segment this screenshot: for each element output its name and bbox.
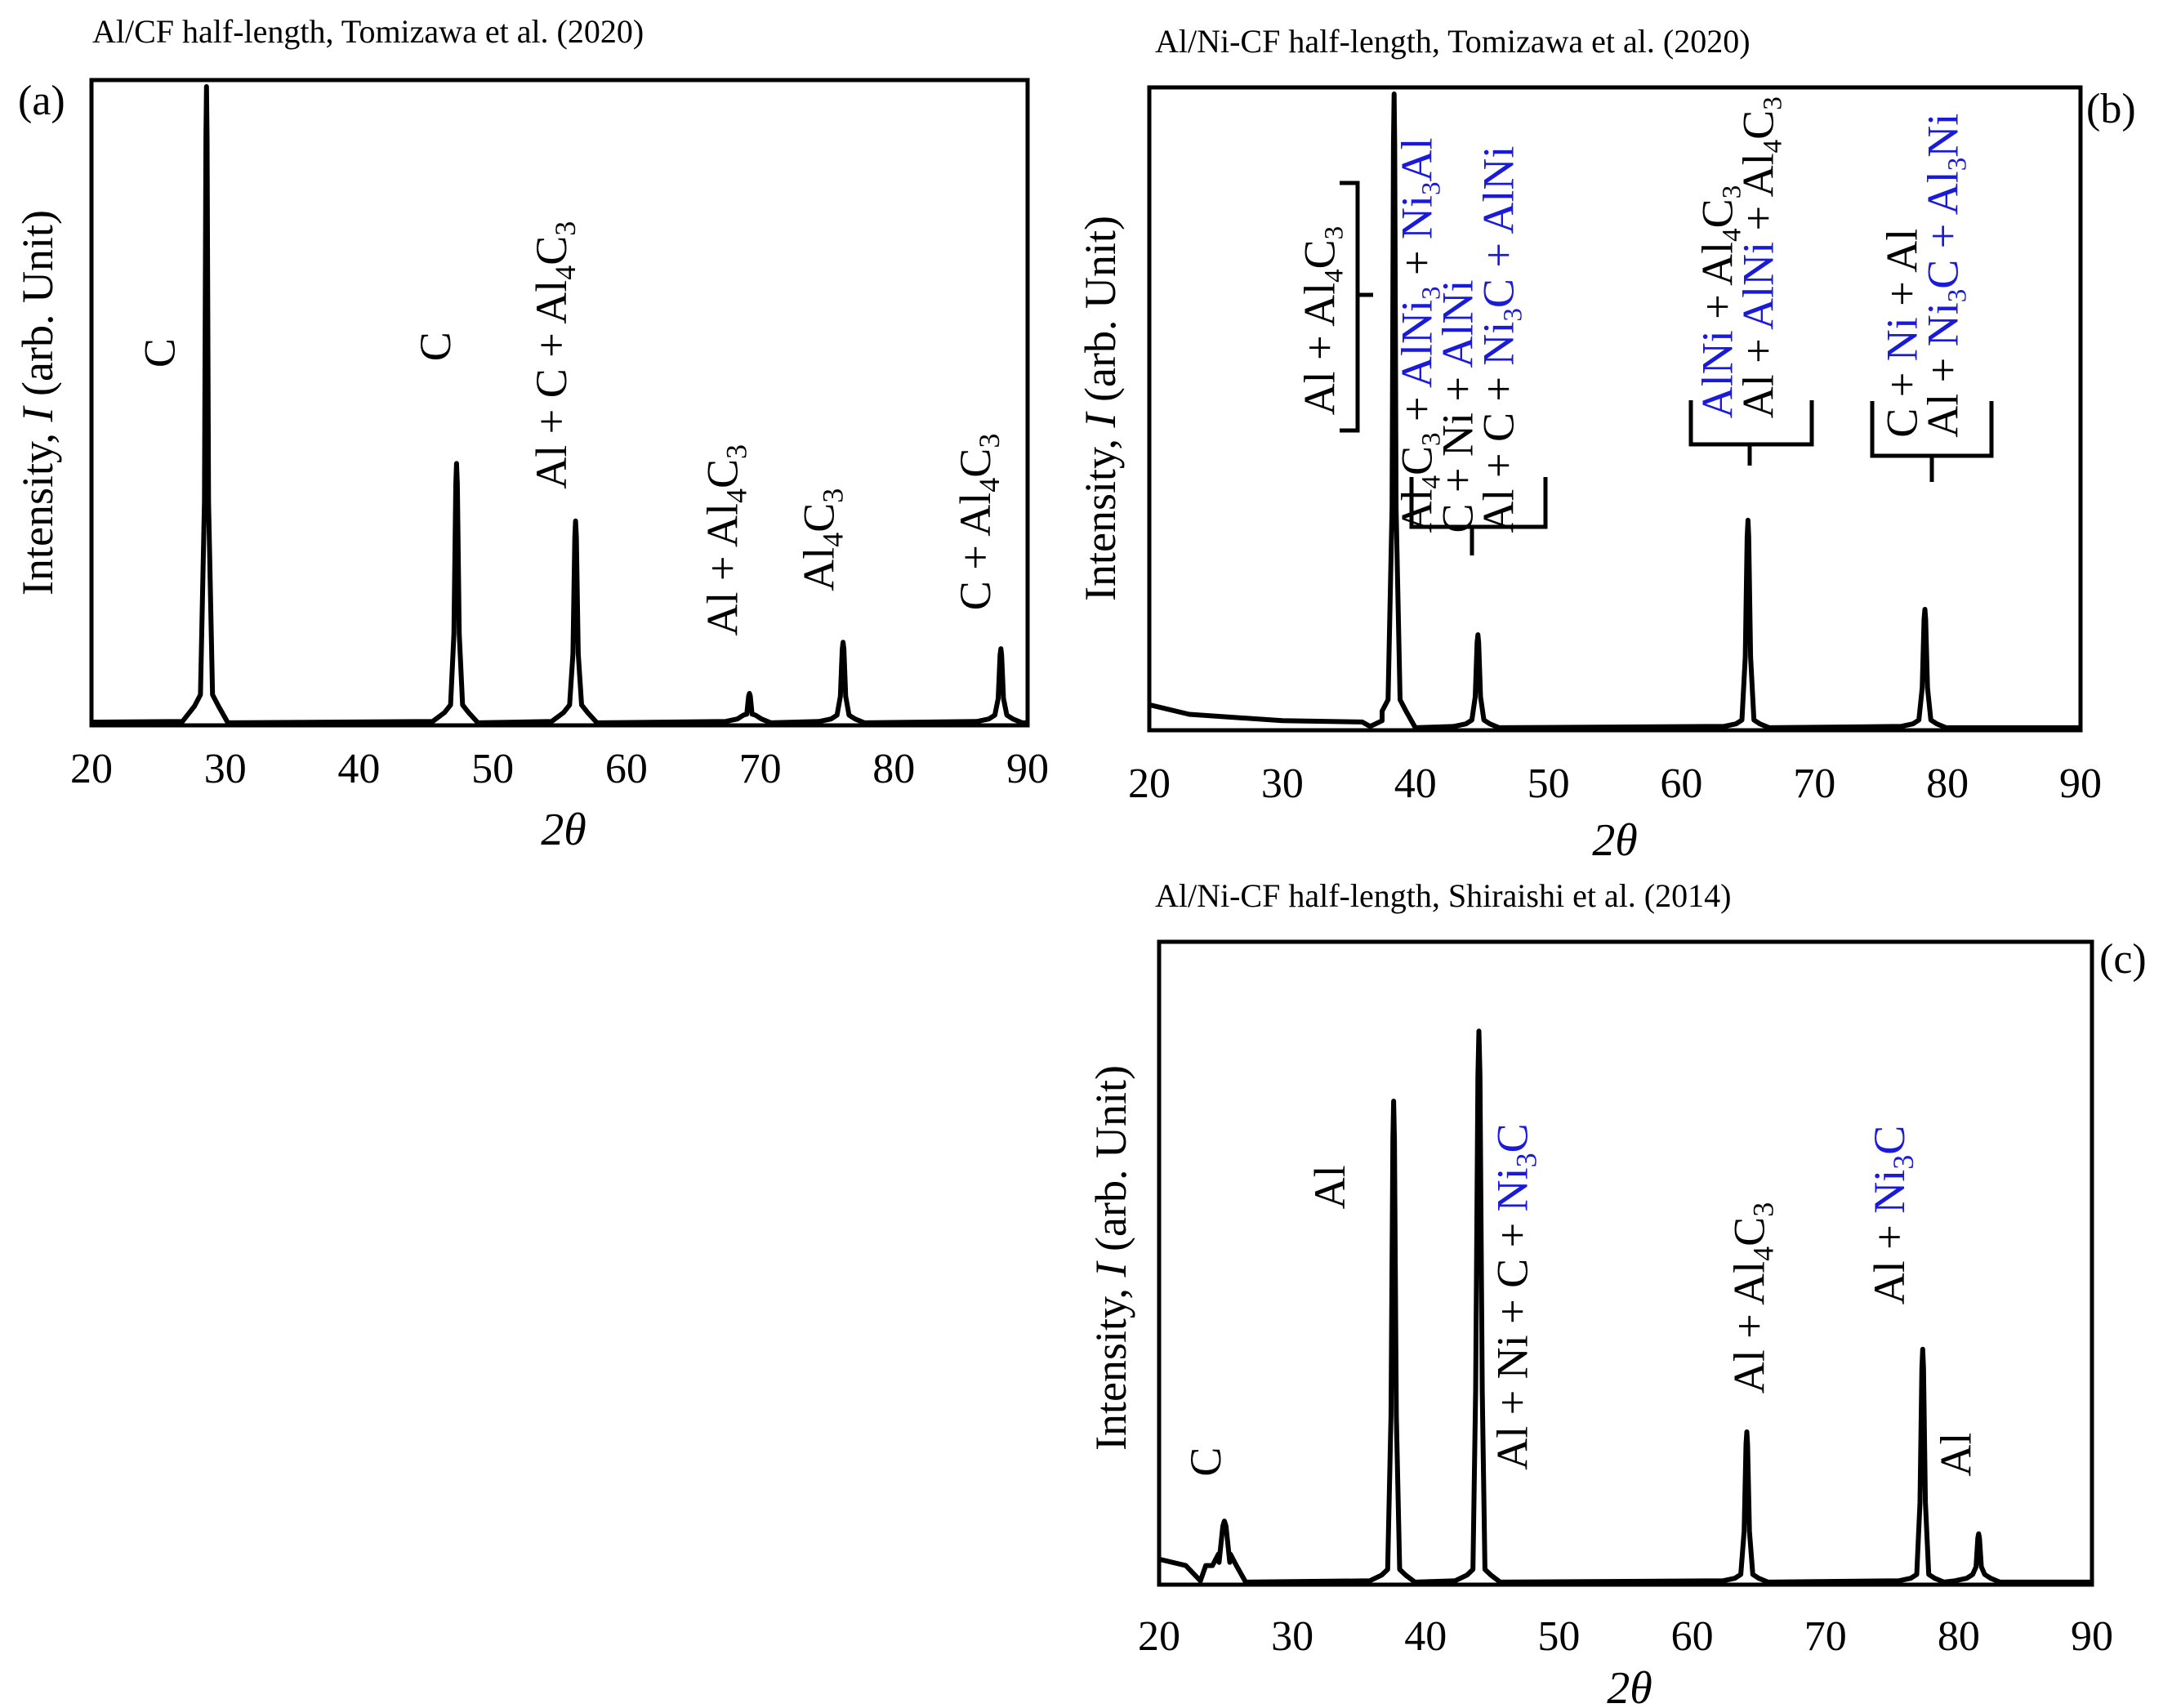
panel-c-plot-frame [1157, 939, 2094, 1587]
panel-b-bracket-al-al4c3 [1340, 181, 1373, 433]
panel-b-trace [1148, 91, 2080, 730]
panel-c-x-tick-label: 90 [2071, 1613, 2113, 1660]
panel-b-peak-label: Al + Ni3C + Al3Ni [1919, 114, 1973, 438]
panel-a: Al/CF half-length, Tomizawa et al. (2020… [13, 13, 1049, 855]
panel-c-x-tick-label: 40 [1404, 1613, 1447, 1660]
panel-b-y-axis-label: Intensity, I (arb. Unit) [1076, 216, 1125, 601]
panel-b-bracket-peak-65 [1688, 400, 1814, 466]
panel-c-peak-label: Al [1932, 1433, 1981, 1477]
panel-b-x-tick-label: 80 [1926, 760, 1969, 807]
panel-c-peak-label: Al + Al4C3 [1725, 1202, 1780, 1394]
panel-b-x-tick-label: 60 [1660, 760, 1702, 807]
panel-b-x-tick-label: 30 [1261, 760, 1304, 807]
panel-a-x-tick-label: 30 [204, 746, 247, 792]
panel-b-x-tick-label: 90 [2059, 760, 2102, 807]
panel-c-y-axis-label: Intensity, I (arb. Unit) [1086, 1065, 1135, 1451]
panel-a-trace [92, 84, 1027, 725]
panel-a-x-tick-label: 70 [739, 746, 782, 792]
panel-b-brackets [1340, 181, 1994, 555]
panel-c-peak-label: Al [1305, 1165, 1354, 1209]
panel-c: Al/Ni-CF half-length, Shiraishi et al. (… [1086, 877, 2147, 1708]
panel-b-x-tick-label: 20 [1128, 760, 1171, 807]
panel-c-x-tick-label: 30 [1271, 1613, 1313, 1660]
panel-c-peak-label: Al + Ni + C + Ni3C [1487, 1123, 1542, 1469]
panel-b-peak-label: C + Ni + Al [1878, 229, 1927, 438]
panel-a-x-axis-label: 2θ [541, 805, 586, 855]
panel-b-peak-label: Al + Al4C3 [1295, 226, 1349, 416]
panel-a-ticks: 20 30 40 50 60 70 80 90 [70, 746, 1049, 792]
panel-b-peak-label: Al + AlNi + Al4C3 [1733, 96, 1787, 418]
panel-b-peak-label: C + Ni + AlNi [1433, 280, 1482, 533]
panel-b-x-axis-label: 2θ [1592, 815, 1638, 866]
panel-a-y-axis-label: Intensity, I (arb. Unit) [13, 210, 62, 595]
panel-b-ticks: 20 30 40 50 60 70 80 90 [1128, 760, 2102, 807]
panel-c-x-tick-label: 80 [1938, 1613, 1980, 1660]
panel-a-trace-group [92, 84, 1027, 725]
panel-b-bracket-peak-44 [1409, 477, 1548, 555]
panel-b-title: Al/Ni-CF half-length, Tomizawa et al. (2… [1155, 23, 1751, 60]
panel-b-x-tick-label: 70 [1793, 760, 1835, 807]
panel-b-peak-label: Al + C + Ni3C + AlNi [1474, 146, 1528, 533]
panel-c-x-axis-label: 2θ [1607, 1663, 1652, 1708]
panel-b-x-tick-label: 40 [1394, 760, 1437, 807]
panel-a-peak-label: C [136, 338, 185, 368]
panel-c-peak-label: C [1181, 1447, 1230, 1477]
panel-b: Al/Ni-CF half-length, Tomizawa et al. (2… [1076, 23, 2136, 866]
panel-a-peak-labels: C C Al + C + Al4C3 Al + Al4C3 Al4C3 C + Al4C3 [136, 221, 1006, 636]
panel-c-letter: (c) [2099, 936, 2147, 983]
panel-b-peak-label: AlNi + Al4C3 [1693, 185, 1746, 419]
panel-a-peak-label: C [411, 332, 460, 361]
panel-a-x-tick-label: 60 [605, 746, 648, 792]
panel-b-bracket-peak-78 [1870, 401, 1994, 482]
panel-c-x-tick-label: 20 [1138, 1613, 1180, 1660]
panel-a-title: Al/CF half-length, Tomizawa et al. (2020… [92, 13, 644, 50]
panel-b-plot-frame [1147, 85, 2083, 733]
panel-c-peak-labels: C Al Al + Ni + C + Ni3C Al + Al4C3 Al + Ni3C… [1181, 1123, 1981, 1476]
panel-a-x-tick-label: 20 [70, 746, 113, 792]
panel-a-x-tick-label: 50 [471, 746, 514, 792]
panel-c-trace-group [1158, 1028, 2091, 1585]
panel-b-peak-label: Al4C3 + AlNi3 + Ni3Al [1392, 138, 1446, 533]
panel-c-x-tick-label: 70 [1804, 1613, 1847, 1660]
panel-a-plot-frame [89, 78, 1030, 728]
panel-c-ticks: 20 30 40 50 60 70 80 90 [1138, 1613, 2113, 1660]
panel-a-peak-label: Al + Al4C3 [698, 444, 753, 636]
panel-b-x-tick-label: 50 [1528, 760, 1570, 807]
panel-b-letter: (b) [2086, 86, 2136, 132]
panel-a-peak-label: C + Al4C3 [951, 434, 1006, 611]
panel-c-peak-label: Al + Ni3C [1865, 1126, 1920, 1305]
panel-c-trace [1158, 1028, 2091, 1585]
panel-a-x-tick-label: 40 [337, 746, 380, 792]
panel-a-letter: (a) [18, 78, 65, 124]
panel-a-x-tick-label: 90 [1006, 746, 1049, 792]
panel-c-x-tick-label: 60 [1671, 1613, 1714, 1660]
panel-a-peak-label: Al4C3 [795, 488, 850, 591]
panel-a-x-tick-label: 80 [872, 746, 915, 792]
panel-b-trace-group [1148, 91, 2080, 730]
panel-a-peak-label: Al + C + Al4C3 [527, 221, 582, 489]
panel-c-x-tick-label: 50 [1537, 1613, 1580, 1660]
panel-c-title: Al/Ni-CF half-length, Shiraishi et al. (… [1155, 877, 1731, 914]
